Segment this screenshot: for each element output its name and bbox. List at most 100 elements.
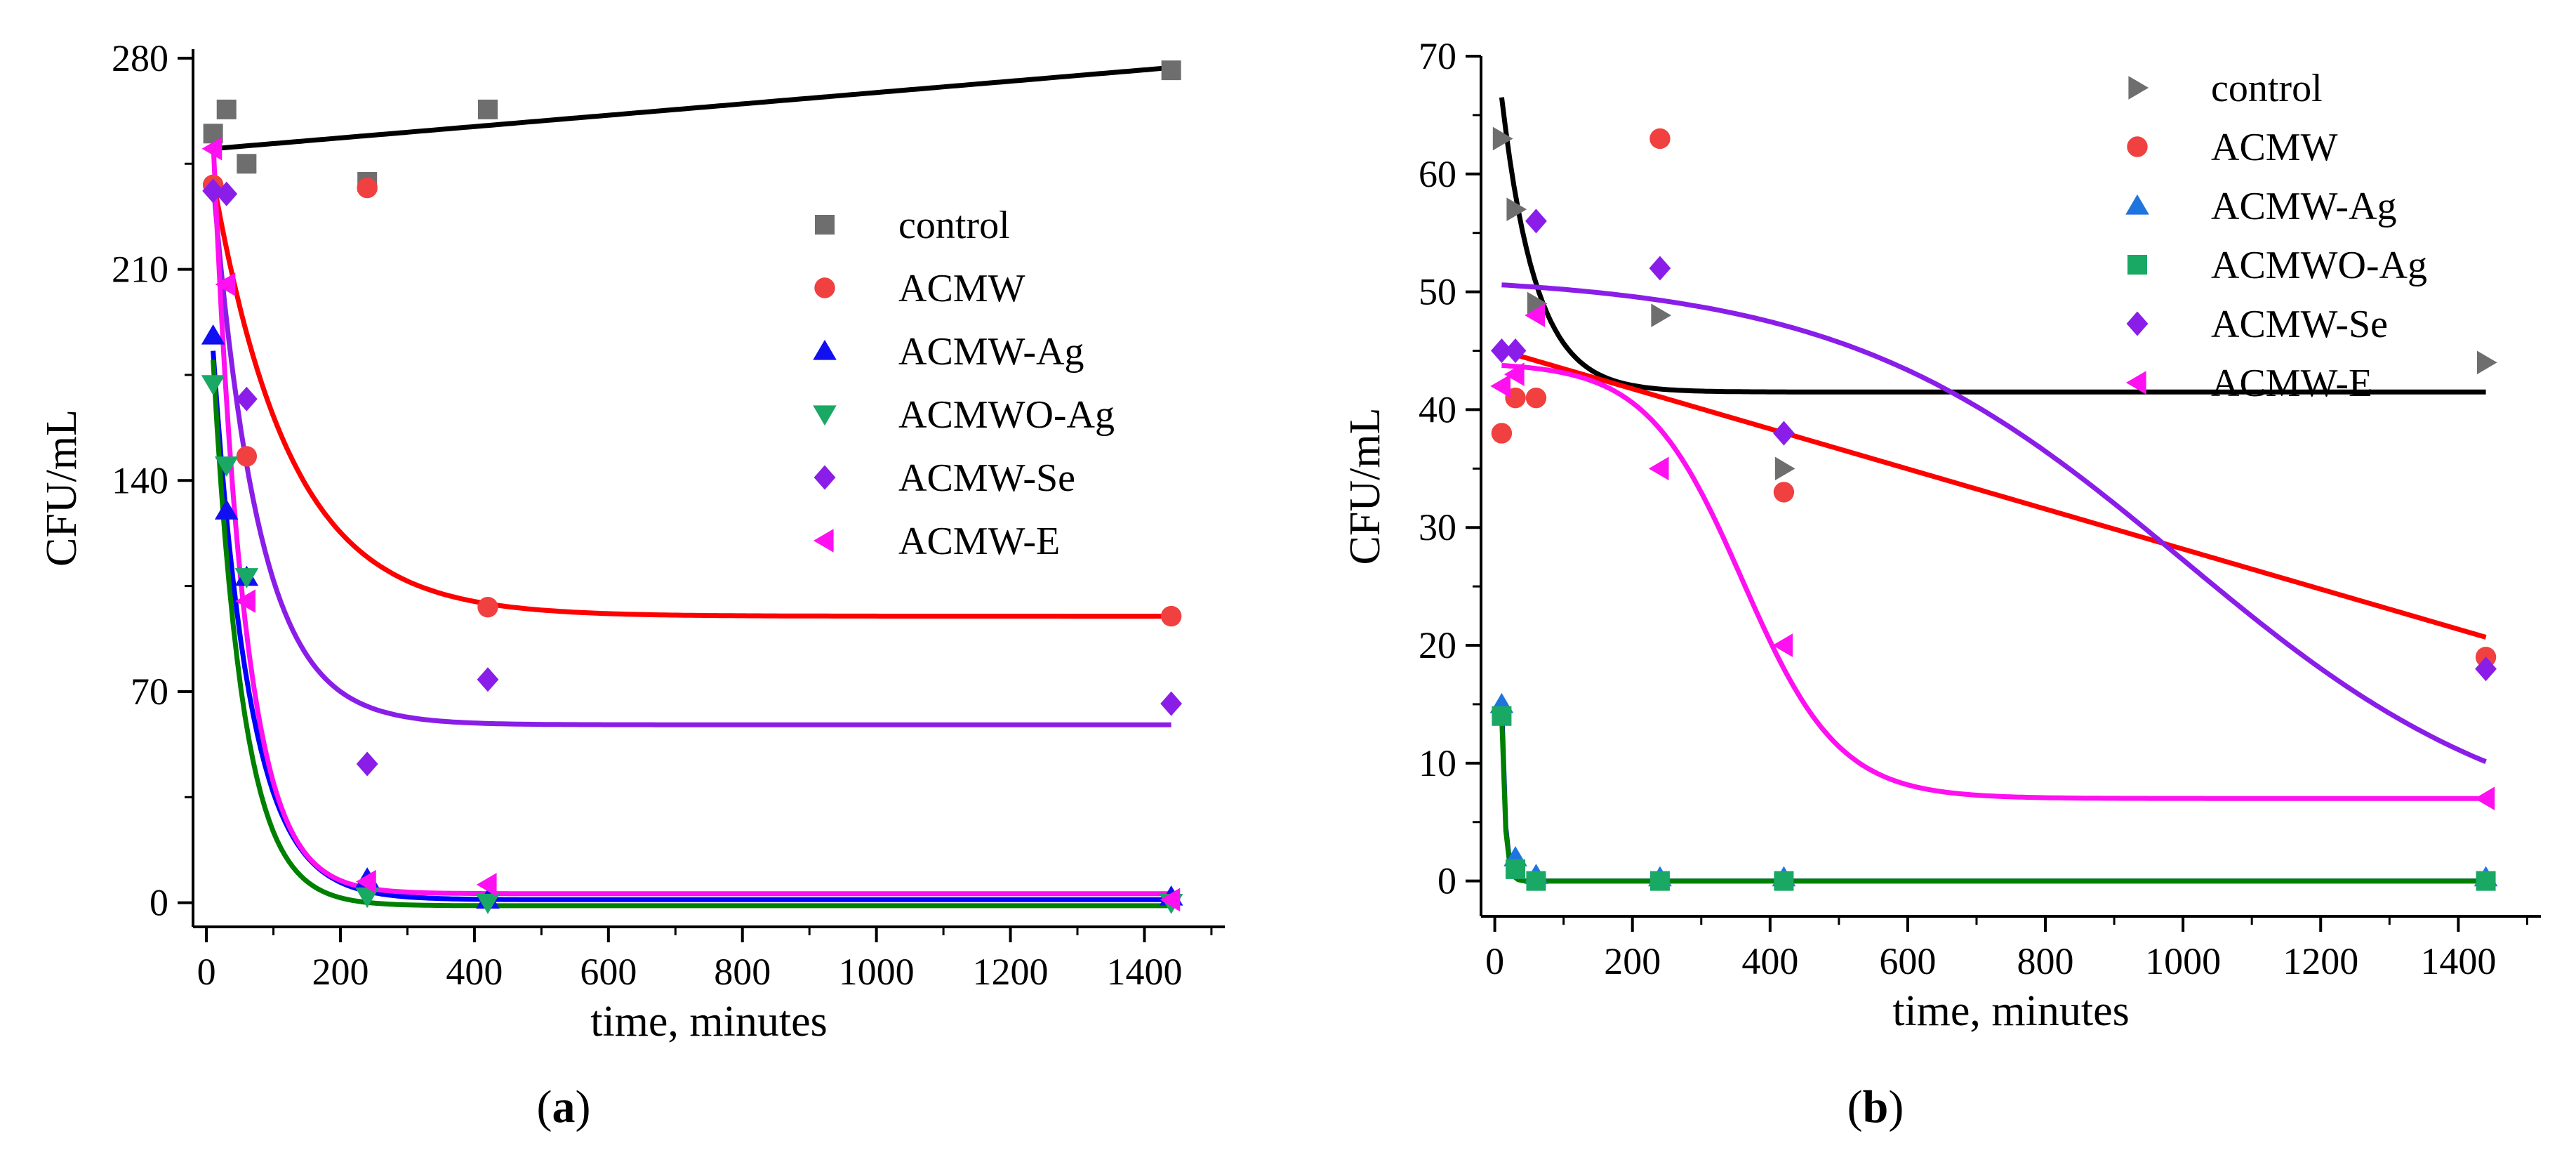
x-tick-label: 1200 xyxy=(973,951,1049,993)
panel-label-b: (b) xyxy=(1847,1081,1904,1133)
point-acmw-se xyxy=(1649,256,1671,281)
point-acmw xyxy=(1649,128,1671,150)
legend-marker-acmw-e xyxy=(813,529,834,553)
point-acmwo-ag xyxy=(201,375,225,395)
legend-label-acmwo-ag: ACMWO-Ag xyxy=(898,393,1115,437)
point-control xyxy=(1527,291,1548,316)
point-control xyxy=(2476,350,2497,375)
y-tick-label: 50 xyxy=(1419,271,1456,313)
legend-label-acmw-se: ACMW-Se xyxy=(898,456,1075,500)
point-acmw-e xyxy=(1648,456,1669,481)
legend-marker-acmw-ag xyxy=(2125,194,2149,215)
legend: control ACMW ACMW-Ag ACMWO-Ag ACMW-Se ACMW-E xyxy=(813,204,1115,563)
point-control xyxy=(216,99,237,119)
fit-line-acmw-se xyxy=(211,181,1171,727)
point-acmw-se xyxy=(356,751,378,777)
x-tick-label: 0 xyxy=(197,951,216,993)
y-tick-label: 40 xyxy=(1419,388,1456,430)
legend-label-control: control xyxy=(2211,67,2323,110)
y-axis-title: CFU/mL xyxy=(38,409,86,567)
fit-line-acmw xyxy=(1501,348,2487,640)
y-tick-label: 30 xyxy=(1419,506,1456,548)
point-acmw-e xyxy=(1490,374,1511,398)
legend-marker-acmw-se xyxy=(814,465,836,490)
x-tick-label: 1000 xyxy=(839,951,915,993)
point-acmw-se xyxy=(1773,421,1795,446)
x-tick-label: 600 xyxy=(580,951,637,993)
point-acmwo-ag xyxy=(1492,706,1512,726)
data-points xyxy=(1489,126,2498,891)
legend-marker-acmwo-ag xyxy=(813,405,837,426)
legend-label-acmwo-ag: ACMWO-Ag xyxy=(2211,244,2427,287)
point-acmw-se xyxy=(1504,338,1527,364)
point-acmw-e xyxy=(356,869,376,894)
point-control xyxy=(237,154,257,174)
legend-marker-acmw xyxy=(2127,136,2148,157)
point-acmw-se xyxy=(1160,691,1183,716)
y-tick-label: 10 xyxy=(1419,742,1456,784)
y-tick-label: 140 xyxy=(112,459,168,501)
legend-marker-control xyxy=(2128,76,2149,100)
fit-line-acmw-e xyxy=(1501,363,2486,801)
point-acmwo-ag xyxy=(1526,871,1546,891)
point-acmw-e xyxy=(201,136,223,161)
point-acmw xyxy=(1491,423,1513,444)
point-acmwo-ag xyxy=(1506,859,1526,879)
legend-label-control: control xyxy=(898,204,1010,247)
panel-label-a-open: ( xyxy=(537,1081,552,1133)
x-tick-label: 1200 xyxy=(2283,940,2358,982)
point-acmw-e xyxy=(476,873,497,897)
point-acmwo-ag xyxy=(476,894,500,914)
point-acmw-se xyxy=(1491,338,1513,364)
fit-line-acmwo-ag xyxy=(211,360,1171,909)
x-tick-label: 0 xyxy=(1485,940,1504,982)
fit-line-control xyxy=(1499,97,2486,395)
x-tick-label: 200 xyxy=(312,951,369,993)
point-control xyxy=(1492,126,1513,151)
x-tick-label: 1400 xyxy=(2420,940,2496,982)
point-acmw xyxy=(1160,605,1182,627)
fit-line-acmw xyxy=(211,178,1171,619)
point-acmw-se xyxy=(1525,209,1547,234)
point-acmw xyxy=(477,596,498,618)
point-control xyxy=(203,124,223,144)
fit-line-acmw-e xyxy=(211,139,1171,897)
legend-label-acmw: ACMW xyxy=(2211,126,2338,169)
x-tick-label: 400 xyxy=(446,951,503,993)
y-tick-label: 280 xyxy=(112,37,168,79)
legend-marker-acmw-e xyxy=(2125,371,2146,395)
panel-a: 0 200 400 600 800 1000 1200 1400 0 70 140 210 280 tim… xyxy=(38,37,1225,1046)
legend-marker-acmw-ag xyxy=(813,339,837,360)
point-acmw-e xyxy=(1525,303,1546,327)
legend-marker-acmw xyxy=(814,277,835,298)
point-acmw xyxy=(357,177,378,199)
x-tick-label: 1400 xyxy=(1106,951,1182,993)
panel-label-a: (a) xyxy=(537,1081,591,1133)
x-tick-label: 800 xyxy=(714,951,771,993)
panel-label-a-close: ) xyxy=(576,1081,591,1133)
y-axis-title: CFU/mL xyxy=(1341,408,1389,565)
point-acmw-e xyxy=(1160,888,1181,912)
y-tick-label: 0 xyxy=(1438,860,1456,902)
panel-b: 0 200 400 600 800 1000 1200 1400 0 10 20 30 40 50 60 70… xyxy=(1341,35,2541,1035)
panel-label-b-open: ( xyxy=(1847,1081,1863,1133)
point-acmw-e xyxy=(235,589,255,613)
legend-label-acmw-se: ACMW-Se xyxy=(2211,303,2388,346)
point-acmw-ag xyxy=(201,324,225,345)
y-tick-label: 0 xyxy=(150,882,168,924)
legend-label-acmw-e: ACMW-E xyxy=(2211,362,2372,405)
y-tick-label: 20 xyxy=(1419,624,1456,666)
y-tick-label: 210 xyxy=(112,249,168,291)
point-acmwo-ag xyxy=(1774,871,1794,891)
panel-label-b-close: ) xyxy=(1888,1081,1904,1133)
legend-label-acmw: ACMW xyxy=(898,267,1025,310)
x-axis-title: time, minutes xyxy=(590,998,828,1046)
point-acmw-se xyxy=(235,386,258,411)
legend-marker-acmw-se xyxy=(2126,311,2149,336)
y-tick-label: 70 xyxy=(131,671,168,713)
point-acmwo-ag xyxy=(355,888,379,909)
x-tick-label: 800 xyxy=(2017,940,2074,982)
point-acmw xyxy=(1525,387,1547,409)
point-acmwo-ag xyxy=(214,456,239,477)
data-points xyxy=(201,60,1183,914)
